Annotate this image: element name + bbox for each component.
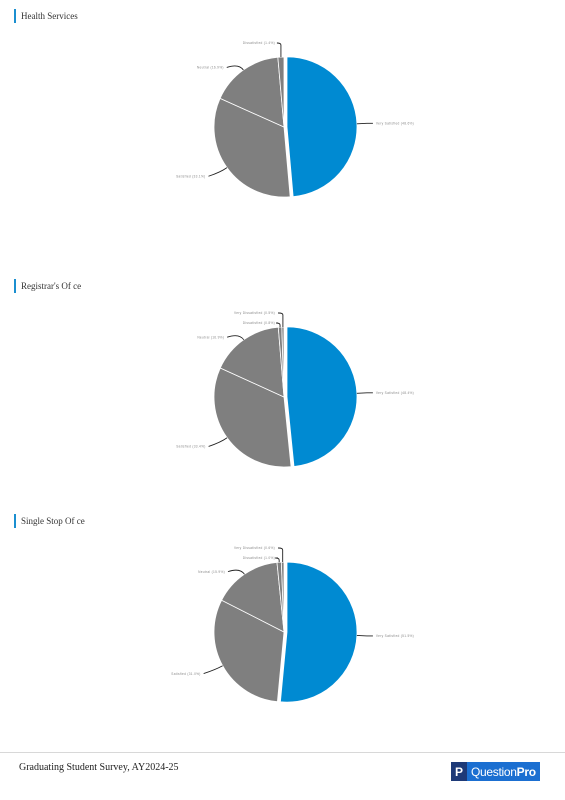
pie-leader-line <box>278 547 284 563</box>
pie-slice-satisfied <box>213 599 285 703</box>
pie-leader-line <box>276 42 282 58</box>
questionpro-logo-word: Question Pro <box>467 762 540 781</box>
pie-leader-line <box>275 557 280 563</box>
pie-chart-registrars-office: Very Satisfied (48.4%) Satisfied (33.4%) N… <box>176 311 414 468</box>
pie-leader-line <box>356 392 373 394</box>
footer-survey-title: Graduating Student Survey, AY2024-25 <box>19 762 179 773</box>
pie-leader-line <box>208 167 228 177</box>
pie-leader-line <box>227 335 245 341</box>
pie-slice-neutral <box>221 561 285 633</box>
section-title-registrars-office: Registrar's Of ce <box>14 279 81 293</box>
pie-label-dissatisfied: Dissatisfied (1.4%) <box>243 41 275 45</box>
footer-divider <box>0 752 565 753</box>
pie-chart-single-stop-office: Very Satisfied (51.5%) Satisfied (31.0%) N… <box>171 546 414 703</box>
section-title-single-stop-office: Single Stop Of ce <box>14 514 85 528</box>
questionpro-logo-mark: P <box>451 762 467 781</box>
pie-chart-health-services: Very Satisfied (48.6%) Satisfied (33.1%) N… <box>176 41 414 198</box>
pie-label-neutral: Neutral (15.9%) <box>198 570 225 574</box>
pie-slice-very-satisfied <box>279 561 358 703</box>
section-title-health-services: Health Services <box>14 9 78 23</box>
pie-leader-line <box>208 437 228 447</box>
questionpro-logo: P Question Pro <box>451 762 540 781</box>
pie-slice-very-satisfied <box>286 326 358 467</box>
pie-label-dissatisfied: Dissatisfied (0.8%) <box>243 321 275 325</box>
pie-label-very-dissatisfied: Very Dissatisfied (0.5%) <box>234 311 275 315</box>
pie-label-neutral: Neutral (16.9%) <box>197 335 224 339</box>
pie-leader-line <box>203 665 223 675</box>
pie-leader-line <box>278 312 284 328</box>
pie-slice-neutral <box>219 56 285 128</box>
pie-label-dissatisfied: Dissatisfied (1.0%) <box>243 556 275 560</box>
pie-label-very-satisfied: Very Satisfied (51.5%) <box>376 634 414 638</box>
pie-label-satisfied: Satisfied (33.4%) <box>176 445 205 449</box>
pie-leader-line <box>226 65 244 71</box>
pie-leader-line <box>276 322 281 328</box>
pie-label-satisfied: Satisfied (31.0%) <box>171 672 200 676</box>
pie-label-neutral: Neutral (16.9%) <box>197 66 224 70</box>
pie-slice-very-satisfied <box>286 56 358 198</box>
pie-label-satisfied: Satisfied (33.1%) <box>176 174 205 178</box>
pie-slice-neutral <box>219 326 285 398</box>
pie-label-very-dissatisfied: Very Dissatisfied (0.6%) <box>234 546 275 550</box>
pie-leader-line <box>227 569 245 575</box>
pie-slice-satisfied <box>213 97 291 198</box>
pie-label-very-satisfied: Very Satisfied (48.6%) <box>376 122 414 126</box>
pie-label-very-satisfied: Very Satisfied (48.4%) <box>376 391 414 395</box>
